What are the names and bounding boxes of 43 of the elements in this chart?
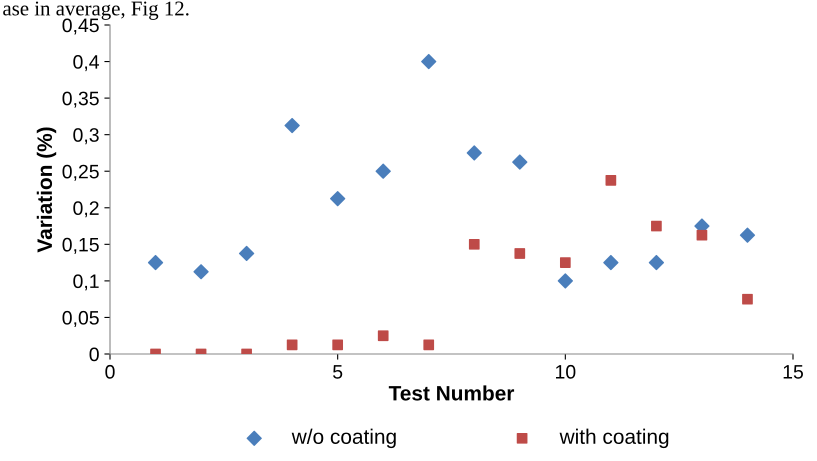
point	[286, 340, 298, 350]
x-tick-label: 0	[105, 364, 115, 379]
point	[603, 254, 619, 270]
point	[466, 145, 482, 161]
point	[423, 340, 434, 350]
point	[376, 164, 391, 179]
point	[740, 228, 756, 243]
y-tick-label: 0,25	[62, 164, 99, 181]
point	[332, 340, 344, 350]
x-tick-label: 5	[333, 365, 342, 379]
legend-label: w/o coating	[292, 428, 396, 448]
point	[148, 254, 164, 270]
point	[512, 154, 528, 170]
point	[651, 220, 662, 232]
y-axis-title: Variation (%)	[36, 127, 56, 252]
point	[558, 273, 573, 289]
y-tick-label: 0,35	[62, 92, 99, 108]
legend-label: with coating	[560, 428, 668, 448]
point	[468, 238, 480, 250]
point	[560, 257, 571, 268]
point	[421, 54, 436, 70]
point	[284, 118, 300, 134]
y-tick-label: 0,15	[62, 238, 99, 254]
point	[330, 191, 346, 206]
y-tick-label: 0,1	[73, 274, 99, 290]
y-tick-label: 0,05	[62, 310, 99, 327]
y-tick-label: 0,4	[73, 55, 100, 72]
point	[696, 230, 708, 241]
point	[648, 254, 664, 270]
x-tick-label: 15	[784, 365, 803, 379]
y-tick-label: 0,45	[62, 18, 99, 35]
x-tick-label: 10	[556, 364, 576, 379]
x-axis-title: Test Number	[388, 385, 514, 401]
point	[378, 330, 389, 342]
point	[238, 246, 254, 262]
point	[742, 294, 753, 305]
y-tick-label: 0	[90, 347, 99, 362]
text: ase in average, Fig 12.	[3, 2, 189, 20]
point	[606, 175, 616, 186]
point	[514, 248, 526, 259]
point	[193, 264, 209, 280]
y-tick-label: 0,2	[73, 201, 99, 218]
y-tick-label: 0,3	[73, 128, 99, 144]
